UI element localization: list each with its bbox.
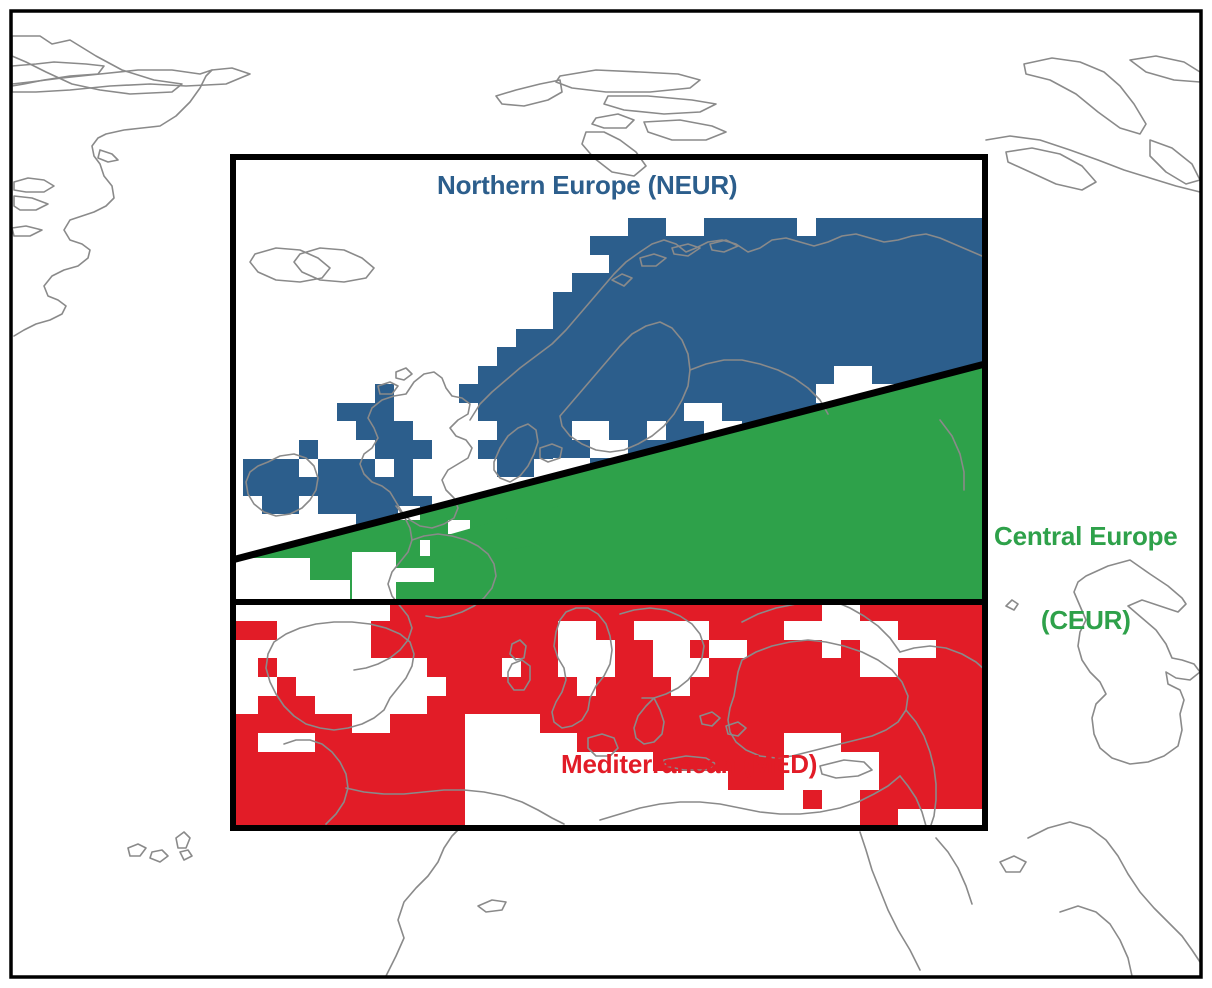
region-label-ceur-line1: Central Europe (994, 521, 1178, 552)
region-label-ceur: Central Europe (CEUR) (994, 466, 1178, 691)
outer-frame-border (9, 9, 1203, 979)
neur-ceur-divider-line (231, 360, 986, 564)
med-region-fill (233, 602, 985, 828)
ceur-region-fill (236, 366, 985, 599)
region-label-ceur-line2: (CEUR) (1040, 605, 1131, 636)
coastline-outlines-foreground (245, 233, 985, 828)
region-label-neur: Northern Europe (NEUR) (437, 170, 738, 200)
region-label-med: Mediterranean (MED) (561, 749, 818, 779)
coastline-outlines-background (11, 35, 1201, 977)
domain-box-border (230, 154, 988, 831)
